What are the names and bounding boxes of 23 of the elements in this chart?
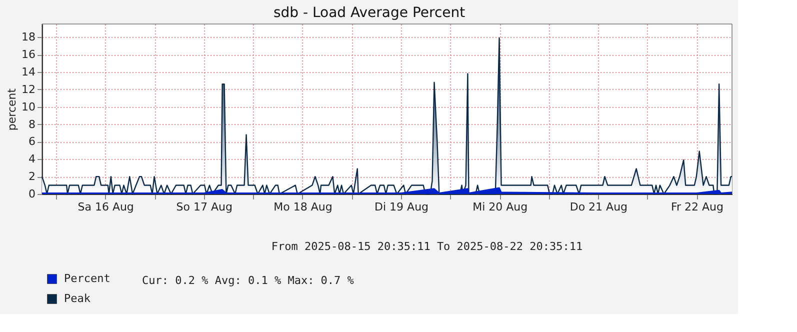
x-tick-label: Do 21 Aug	[570, 200, 628, 214]
y-tick-label: 6	[28, 135, 36, 148]
y-tick-label: 12	[22, 82, 36, 96]
legend-label: Peak	[64, 292, 91, 305]
x-tick-label: So 17 Aug	[176, 200, 232, 214]
y-tick-label: 4	[28, 152, 36, 166]
y-tick-label: 0	[28, 188, 36, 200]
chart-title: sdb - Load Average Percent	[273, 4, 466, 21]
x-tick-label: Mi 20 Aug	[472, 200, 528, 214]
y-tick-label: 18	[22, 30, 36, 44]
y-tick-label: 14	[22, 65, 36, 78]
legend-label: Percent	[64, 272, 110, 285]
y-tick-label: 8	[28, 118, 36, 131]
y-tick-label: 16	[22, 48, 36, 62]
y-tick-label: 10	[22, 100, 36, 114]
y-axis-title: percent	[6, 88, 19, 131]
x-tick-label: Mo 18 Aug	[274, 200, 332, 214]
x-tick-label: Fr 22 Aug	[670, 200, 724, 214]
text: From 2025-08-15 20:35:11 To 2025-08-22 20:35:11	[271, 240, 583, 253]
y-tick-label: 2	[28, 170, 36, 184]
x-tick-label: Sa 16 Aug	[78, 200, 134, 214]
x-tick-label: Di 19 Aug	[374, 200, 429, 214]
text: Cur: 0.2 % Avg: 0.1 % Max: 0.7 %	[142, 274, 354, 287]
